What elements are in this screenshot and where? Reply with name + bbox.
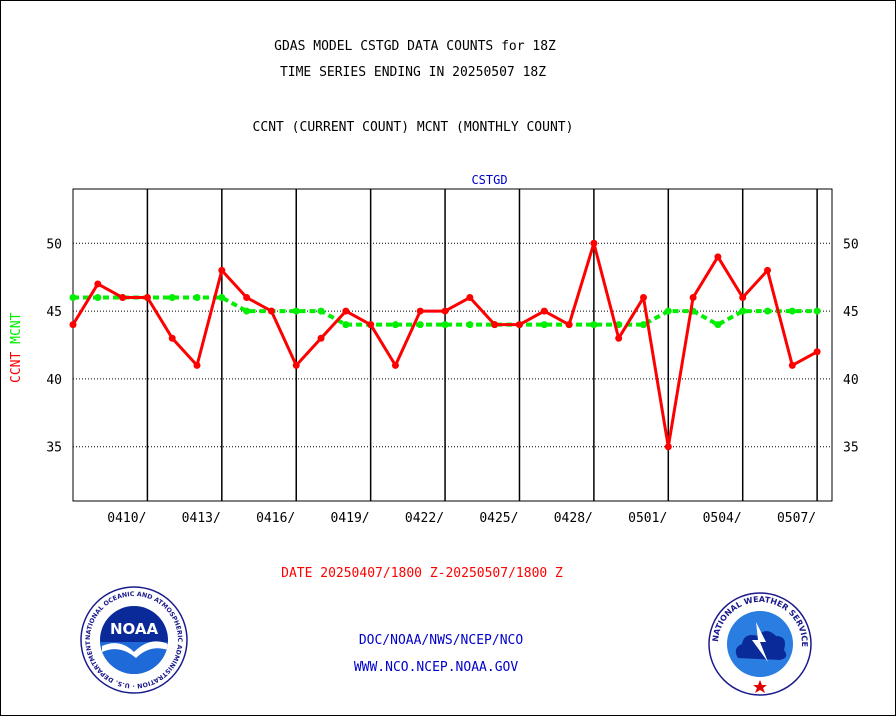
- data-point-mcnt: [540, 321, 548, 329]
- data-point-ccnt: [143, 294, 151, 302]
- data-point-mcnt: [94, 294, 102, 302]
- data-point-ccnt: [193, 361, 201, 369]
- data-point-ccnt: [416, 307, 424, 315]
- org-path-label: DOC/NOAA/NWS/NCEP/NCO: [358, 633, 524, 648]
- data-point-ccnt: [788, 361, 796, 369]
- data-point-ccnt: [342, 307, 350, 315]
- y-tick-label-left: 35: [46, 441, 62, 456]
- data-point-mcnt: [416, 321, 424, 329]
- data-point-ccnt: [739, 294, 747, 302]
- data-point-ccnt: [441, 307, 449, 315]
- data-point-ccnt: [367, 321, 375, 329]
- data-point-ccnt: [317, 334, 325, 342]
- data-point-ccnt: [689, 294, 697, 302]
- date-range-label: DATE 20250407/1800 Z-20250507/1800 Z: [281, 566, 563, 581]
- y-tick-label-right: 40: [843, 373, 859, 388]
- nws-logo: NATIONAL WEATHER SERVICE: [708, 592, 812, 696]
- data-point-ccnt: [69, 321, 77, 329]
- x-tick-label: 0501/: [628, 511, 667, 526]
- data-point-ccnt: [243, 294, 251, 302]
- data-point-mcnt: [764, 307, 772, 315]
- data-point-ccnt: [714, 253, 722, 261]
- data-point-ccnt: [540, 307, 548, 315]
- data-point-mcnt: [466, 321, 474, 329]
- x-tick-label: 0504/: [703, 511, 742, 526]
- data-point-ccnt: [565, 321, 573, 329]
- y-axis-label-part: MCNT: [9, 312, 24, 351]
- data-point-mcnt: [391, 321, 399, 329]
- data-point-ccnt: [515, 321, 523, 329]
- panel-label: CSTGD: [471, 173, 507, 187]
- chart-title-line1: GDAS MODEL CSTGD DATA COUNTS for 18Z: [274, 39, 556, 54]
- plot-area: [72, 188, 833, 502]
- x-tick-label: 0507/: [777, 511, 816, 526]
- data-point-ccnt: [391, 361, 399, 369]
- x-tick-label: 0419/: [331, 511, 370, 526]
- y-tick-label-right: 50: [843, 237, 859, 252]
- noaa-logo: NATIONAL OCEANIC AND ATMOSPHERIC ADMINIS…: [80, 586, 188, 694]
- time-series-chart: 35 35 40 40 45 45 50 50 0410/0413/0416/0419/0422…: [9, 173, 859, 526]
- data-point-mcnt: [69, 294, 77, 302]
- x-tick-label: 0428/: [554, 511, 593, 526]
- data-point-ccnt: [491, 321, 499, 329]
- data-point-ccnt: [764, 266, 772, 274]
- data-point-ccnt: [639, 294, 647, 302]
- data-point-ccnt: [119, 294, 127, 302]
- y-tick-label-left: 40: [46, 373, 62, 388]
- x-tick-label: 0425/: [479, 511, 518, 526]
- data-point-mcnt: [664, 307, 672, 315]
- data-point-ccnt: [218, 266, 226, 274]
- data-point-ccnt: [664, 443, 672, 451]
- data-point-ccnt: [466, 294, 474, 302]
- y-tick-label-right: 35: [843, 441, 859, 456]
- x-tick-label: 0416/: [256, 511, 295, 526]
- y-tick-label-left: 50: [46, 237, 62, 252]
- data-point-mcnt: [168, 294, 176, 302]
- data-point-ccnt: [590, 239, 598, 247]
- y-axis-label: CCNT MCNT: [9, 312, 24, 383]
- data-point-mcnt: [714, 321, 722, 329]
- data-point-mcnt: [218, 294, 226, 302]
- data-point-mcnt: [639, 321, 647, 329]
- data-point-mcnt: [788, 307, 796, 315]
- org-website-label: WWW.NCO.NCEP.NOAA.GOV: [353, 660, 519, 675]
- nws-star-icon: [753, 680, 767, 693]
- data-point-mcnt: [441, 321, 449, 329]
- x-tick-label: 0410/: [107, 511, 146, 526]
- data-point-mcnt: [813, 307, 821, 315]
- data-point-ccnt: [94, 280, 102, 288]
- data-point-ccnt: [615, 334, 623, 342]
- data-point-ccnt: [267, 307, 275, 315]
- y-tick-label-left: 45: [46, 305, 62, 320]
- y-axis-label-part: CCNT: [9, 352, 24, 383]
- chart-subtitle: CCNT (CURRENT COUNT) MCNT (MONTHLY COUNT…: [252, 120, 574, 135]
- data-point-ccnt: [292, 361, 300, 369]
- data-point-ccnt: [168, 334, 176, 342]
- data-point-mcnt: [292, 307, 300, 315]
- data-point-mcnt: [243, 307, 251, 315]
- y-tick-label-right: 45: [843, 305, 859, 320]
- data-point-mcnt: [193, 294, 201, 302]
- noaa-logo-label: NOAA: [110, 620, 159, 638]
- x-tick-label: 0413/: [182, 511, 221, 526]
- data-point-mcnt: [317, 307, 325, 315]
- data-point-ccnt: [813, 348, 821, 356]
- data-point-mcnt: [739, 307, 747, 315]
- chart-title-line2: TIME SERIES ENDING IN 20250507 18Z: [279, 65, 547, 80]
- data-point-mcnt: [342, 321, 350, 329]
- data-point-mcnt: [590, 321, 598, 329]
- x-tick-label: 0422/: [405, 511, 444, 526]
